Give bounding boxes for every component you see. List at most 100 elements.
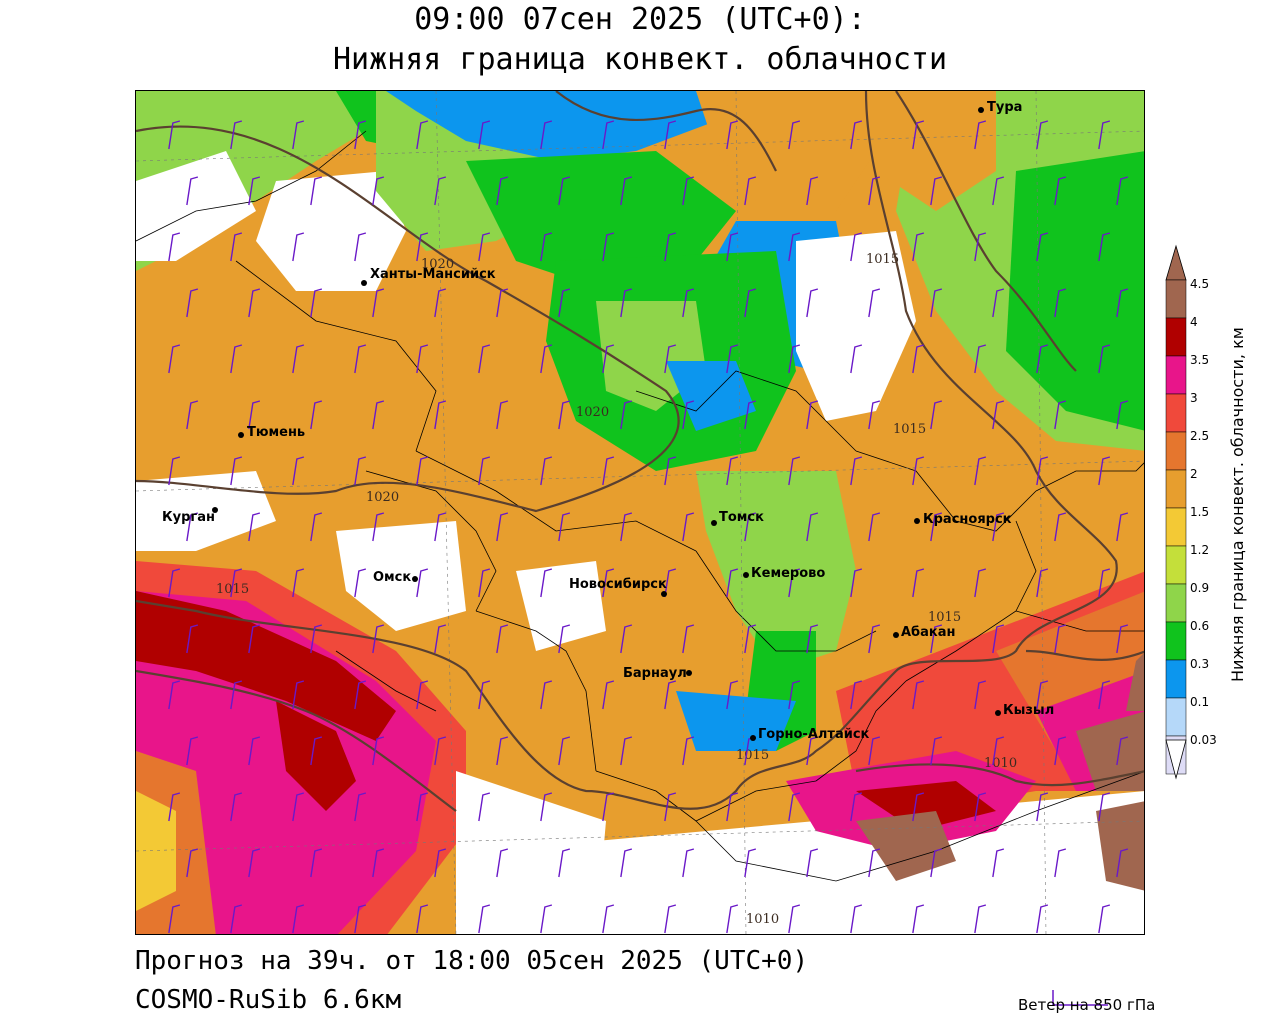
wind-barb — [416, 792, 429, 822]
wind-barb — [726, 568, 739, 598]
legend-tick-label: 1.5 — [1190, 505, 1209, 519]
wind-barb — [1116, 624, 1129, 654]
isobar-label: 1010 — [746, 912, 779, 927]
wind-barb — [558, 624, 571, 654]
wind-barb — [248, 288, 261, 318]
field-patch — [386, 91, 716, 161]
wind-barb — [620, 288, 633, 318]
wind-barb — [682, 288, 695, 318]
isobar-label: 1015 — [866, 252, 899, 267]
wind-barb — [1098, 680, 1111, 710]
wind-barb — [992, 512, 1005, 542]
wind-barb — [974, 456, 987, 486]
city-dot — [893, 632, 899, 638]
city-dot — [914, 518, 920, 524]
city-label: Омск — [373, 570, 411, 585]
city-dot — [995, 710, 1001, 716]
legend-tick-label: 1.2 — [1190, 543, 1209, 557]
wind-barb — [974, 120, 987, 150]
wind-barb — [806, 624, 819, 654]
wind-barb — [682, 512, 695, 542]
city-label: Тура — [987, 100, 1022, 115]
wind-barb — [434, 512, 447, 542]
wind-barb — [974, 232, 987, 262]
wind-barb — [230, 344, 243, 374]
wind-barb — [372, 288, 385, 318]
wind-barb — [292, 568, 305, 598]
wind-barb — [868, 736, 881, 766]
wind-barb — [602, 792, 615, 822]
wind-barb — [558, 512, 571, 542]
wind-barb — [248, 624, 261, 654]
wind-barb — [664, 792, 677, 822]
wind-barb — [806, 736, 819, 766]
wind-barb — [434, 288, 447, 318]
wind-barb — [230, 568, 243, 598]
wind-barb — [868, 288, 881, 318]
isobar-label: 1015 — [893, 422, 926, 437]
legend-tick-label: 2 — [1190, 467, 1198, 481]
wind-barb — [230, 904, 243, 934]
wind-barb — [540, 232, 553, 262]
legend-swatch — [1165, 507, 1187, 547]
wind-barb — [602, 344, 615, 374]
wind-barb — [558, 400, 571, 430]
chart-title-datetime: 09:00 07сен 2025 (UTC+0): — [414, 2, 866, 37]
wind-barb — [1054, 848, 1067, 878]
wind-barb — [912, 680, 925, 710]
model-name: COSMO-RuSib 6.6км — [135, 985, 402, 1015]
wind-barb — [620, 736, 633, 766]
wind-barb — [726, 120, 739, 150]
city-dot — [978, 107, 984, 113]
wind-barb — [1116, 736, 1129, 766]
wind-barb — [620, 624, 633, 654]
wind-barb — [434, 400, 447, 430]
wind-barb — [416, 456, 429, 486]
wind-barb — [992, 400, 1005, 430]
wind-barb — [602, 456, 615, 486]
wind-barb — [974, 792, 987, 822]
wind-barb — [620, 400, 633, 430]
wind-barb — [310, 288, 323, 318]
wind-barb — [744, 400, 757, 430]
wind-barb — [168, 904, 181, 934]
wind-barb — [168, 344, 181, 374]
city-dot — [743, 572, 749, 578]
wind-barb — [1116, 848, 1129, 878]
wind-barb — [354, 904, 367, 934]
wind-barb — [992, 736, 1005, 766]
legend-swatch — [1165, 583, 1187, 623]
map-canvas: 1020 1020 1020 1015 1015 1015 1015 1015 … — [136, 91, 1144, 934]
wind-barb — [248, 512, 261, 542]
wind-barb — [1036, 456, 1049, 486]
wind-barb — [416, 344, 429, 374]
wind-barb — [912, 904, 925, 934]
wind-barb — [478, 344, 491, 374]
wind-barb — [744, 624, 757, 654]
wind-barb — [664, 904, 677, 934]
wind-barb — [930, 400, 943, 430]
wind-barb — [788, 120, 801, 150]
field-patch — [856, 811, 956, 881]
field-patch — [676, 691, 796, 751]
field-patch — [1096, 801, 1144, 891]
wind-barb — [292, 232, 305, 262]
wind-barb — [1036, 792, 1049, 822]
chart-title-parameter: Нижняя граница конвект. облачности — [332, 42, 948, 77]
wind-barb — [310, 624, 323, 654]
wind-barb — [602, 568, 615, 598]
legend-swatch — [1165, 431, 1187, 471]
wind-barb — [168, 568, 181, 598]
wind-barb — [912, 344, 925, 374]
wind-barb — [496, 288, 509, 318]
isobar-label: 1020 — [366, 490, 399, 505]
wind-barb — [354, 344, 367, 374]
wind-barb — [540, 568, 553, 598]
wind-barb — [1098, 232, 1111, 262]
wind-barb — [310, 400, 323, 430]
wind-barb — [292, 456, 305, 486]
wind-barb — [1036, 904, 1049, 934]
wind-barb — [292, 344, 305, 374]
wind-barb — [992, 624, 1005, 654]
legend-swatch — [1165, 279, 1187, 319]
